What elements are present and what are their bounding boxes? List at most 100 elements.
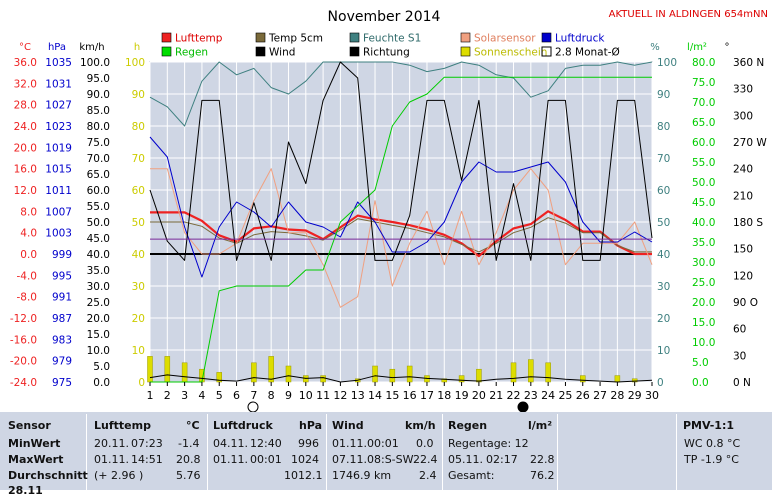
pressure-tick-label: 995: [52, 270, 72, 282]
direction-tick-label: 150: [733, 244, 753, 256]
wind-tick-label: 65.0: [87, 169, 110, 181]
luftdruck-min-date: 04.11.: [213, 437, 248, 450]
temp-tick-label: 24.0: [14, 121, 37, 133]
x-tick-label: 10: [299, 389, 313, 402]
pressure-tick-label: 1027: [45, 100, 72, 112]
sunshine-bar: [406, 365, 413, 383]
sunshine-bar: [251, 362, 257, 383]
series-wind: [149, 61, 653, 261]
x-tick-label: 25: [558, 389, 572, 402]
temp-tick-label: -4.0: [17, 270, 38, 282]
x-tick-label: 12: [333, 389, 347, 402]
temp-tick-label: 36.0: [14, 57, 37, 69]
chart-title: November 2014: [328, 9, 441, 25]
temp-tick-label: 8.0: [20, 206, 37, 218]
x-tick-label: 7: [250, 389, 257, 402]
lufttemp-header: Lufttemp: [94, 419, 151, 432]
sunshine-bar: [181, 362, 188, 383]
rain-tick-label: 55.0: [692, 157, 715, 169]
series-lufttemp: [150, 210, 652, 258]
luftdruck-avg-value: 1012.1: [284, 469, 323, 482]
rain-tick-label: 15.0: [692, 317, 715, 329]
sunshine-bar: [389, 368, 396, 383]
direction-tick-label: 360 N: [733, 57, 764, 69]
x-tick-label: 4: [198, 389, 205, 402]
temp-tick-label: 20.0: [14, 142, 37, 154]
rain-tick-label: 5.0: [692, 357, 709, 369]
sun-tick-label: 70: [132, 153, 145, 165]
rain-tick-label: 75.0: [692, 77, 715, 89]
luftdruck-max-date: 01.11.: [213, 453, 248, 466]
divider: [442, 414, 443, 490]
humidity-tick-label: 0: [657, 377, 664, 389]
wind-tick-label: 40.0: [87, 249, 110, 261]
wind-tick-label: 90.0: [87, 89, 110, 101]
axis-unit-direction: °: [725, 42, 730, 53]
luftdruck-max-time: 00:01: [250, 453, 282, 466]
lufttemp-min-date: 20.11.: [94, 437, 129, 450]
wind-tick-label: 85.0: [87, 105, 110, 117]
temp-tick-label: 16.0: [14, 164, 37, 176]
x-tick-label: 21: [489, 389, 503, 402]
wind-min-time: 00:01: [367, 437, 399, 450]
pressure-tick-label: 1007: [45, 206, 72, 218]
rain-tick-label: 30.0: [692, 257, 715, 269]
axis-unit-rain: l/m²: [687, 42, 707, 53]
humidity-tick-label: 90: [657, 89, 670, 101]
dewpoint-value: TP -1.9 °C: [684, 453, 739, 466]
rain-tick-label: 0.0: [692, 377, 709, 389]
x-tick-label: 8: [268, 389, 275, 402]
legend-label: Solarsensor: [474, 33, 536, 45]
lufttemp-avg-note: (+ 2.96 ): [94, 469, 144, 482]
temp-tick-label: -12.0: [10, 313, 37, 325]
axis-unit-sun: h: [134, 42, 140, 53]
regen-header: Regen: [448, 419, 488, 432]
rain-tick-label: 40.0: [692, 217, 715, 229]
legend-label: Feuchte S1: [363, 33, 421, 45]
series-regen: [150, 76, 652, 383]
series-feuchte-s1: [149, 61, 653, 127]
x-tick-label: 18: [437, 389, 451, 402]
rain-tick-label: 10.0: [692, 337, 715, 349]
humidity-tick-label: 100: [657, 57, 677, 69]
x-tick-label: 22: [507, 389, 521, 402]
row-label-max: MaxWert: [8, 453, 64, 466]
sun-tick-label: 20: [132, 313, 145, 325]
x-tick-label: 28: [610, 389, 624, 402]
series-luftdruck: [149, 136, 653, 278]
direction-tick-label: 210: [733, 190, 753, 202]
sun-tick-label: 80: [132, 121, 145, 133]
series-lines: [149, 61, 653, 383]
direction-tick-label: 240: [733, 164, 753, 176]
wind-tick-label: 70.0: [87, 153, 110, 165]
rain-max-date: 05.11.: [448, 453, 483, 466]
x-tick-label: 2: [164, 389, 171, 402]
direction-tick-label: 180 S: [733, 217, 763, 229]
x-tick-label: 27: [593, 389, 607, 402]
direction-tick-label: 120: [733, 270, 753, 282]
wind-avg-value: 2.4: [419, 469, 437, 482]
legend-label: Lufttemp: [175, 33, 223, 45]
lufttemp-max-value: 20.8: [176, 453, 201, 466]
direction-tick-label: 330: [733, 84, 753, 96]
legend-swatch: [349, 46, 360, 57]
x-tick-label: 9: [285, 389, 292, 402]
divider: [326, 414, 327, 490]
direction-tick-label: 30: [733, 350, 746, 362]
rain-total-value: 76.2: [530, 469, 555, 482]
x-tick-label: 16: [403, 389, 417, 402]
humidity-tick-label: 40: [657, 249, 670, 261]
direction-tick-label: 300: [733, 110, 753, 122]
divider: [207, 414, 208, 490]
temp-tick-label: 12.0: [14, 185, 37, 197]
legend-swatch: [161, 46, 172, 57]
x-tick-label: 5: [216, 389, 223, 402]
pressure-tick-label: 1031: [45, 78, 72, 90]
rain-days: Regentage: 12: [448, 437, 529, 450]
legend-swatch: [255, 32, 266, 43]
sunshine-bar: [147, 356, 153, 383]
series-richtung: [149, 374, 653, 383]
rain-tick-label: 50.0: [692, 177, 715, 189]
location-banner: AKTUELL IN ALDINGEN 654mNN: [609, 9, 768, 20]
wind-tick-label: 5.0: [93, 361, 110, 373]
